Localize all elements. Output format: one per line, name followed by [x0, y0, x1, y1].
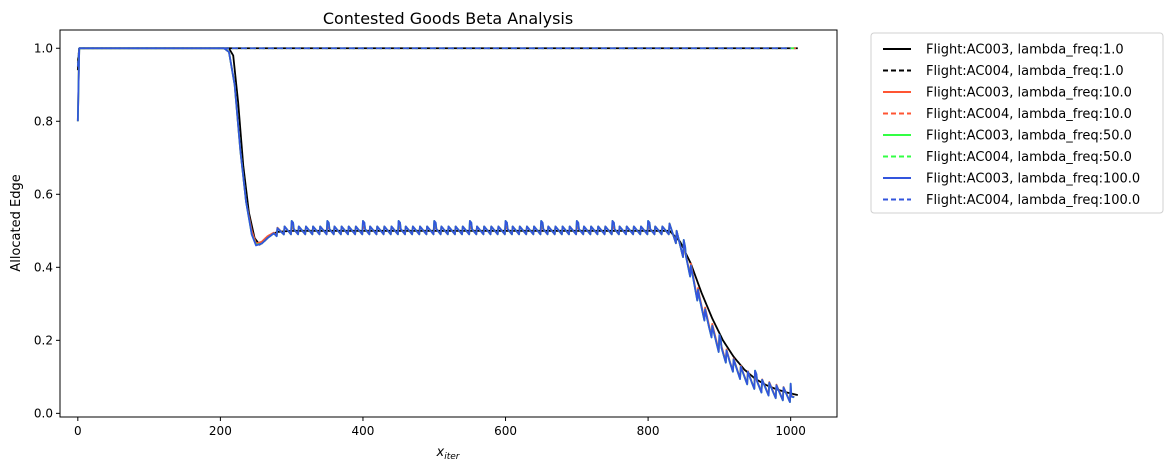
y-tick-label: 0.6 [34, 187, 53, 201]
chart-title: Contested Goods Beta Analysis [323, 9, 573, 28]
legend-label: Flight:AC004, lambda_freq:100.0 [926, 193, 1140, 208]
plot-frame [59, 29, 838, 418]
legend-label: Flight:AC003, lambda_freq:10.0 [926, 86, 1132, 101]
x-tick-label: 1000 [775, 424, 806, 438]
x-tick-label: 200 [209, 424, 232, 438]
x-axis-label-main: x [436, 445, 445, 460]
legend-label: Flight:AC004, lambda_freq:1.0 [926, 64, 1124, 79]
y-tick-label: 0.4 [34, 260, 53, 274]
y-tick-label: 0.2 [34, 333, 53, 347]
legend-box [870, 32, 1164, 214]
legend-label: Flight:AC003, lambda_freq:1.0 [926, 43, 1124, 58]
x-axis-label-subscript: iter [444, 452, 461, 462]
y-axis-ticks: 0.0 0.2 0.4 0.6 0.8 1.0 [34, 41, 60, 420]
legend-label: Flight:AC004, lambda_freq:50.0 [926, 150, 1132, 165]
y-tick-label: 0.8 [34, 114, 53, 128]
legend: Flight:AC003, lambda_freq:1.0 Flight:AC00… [870, 32, 1164, 214]
legend-label: Flight:AC003, lambda_freq:50.0 [926, 129, 1132, 144]
y-tick-label: 1.0 [34, 41, 53, 55]
y-axis-label: Allocated Edge [9, 174, 24, 271]
x-tick-label: 400 [352, 424, 375, 438]
x-tick-label: 600 [494, 424, 517, 438]
x-tick-label: 800 [637, 424, 660, 438]
series-line [76, 47, 791, 67]
legend-label: Flight:AC004, lambda_freq:10.0 [926, 107, 1132, 122]
x-tick-label: 0 [74, 424, 82, 438]
x-axis-ticks: 0 200 400 600 800 1000 [74, 417, 806, 438]
x-axis-label: xiter [436, 445, 461, 462]
legend-label: Flight:AC003, lambda_freq:100.0 [926, 172, 1140, 187]
y-tick-label: 0.0 [34, 406, 53, 420]
plot-lines [76, 47, 798, 403]
